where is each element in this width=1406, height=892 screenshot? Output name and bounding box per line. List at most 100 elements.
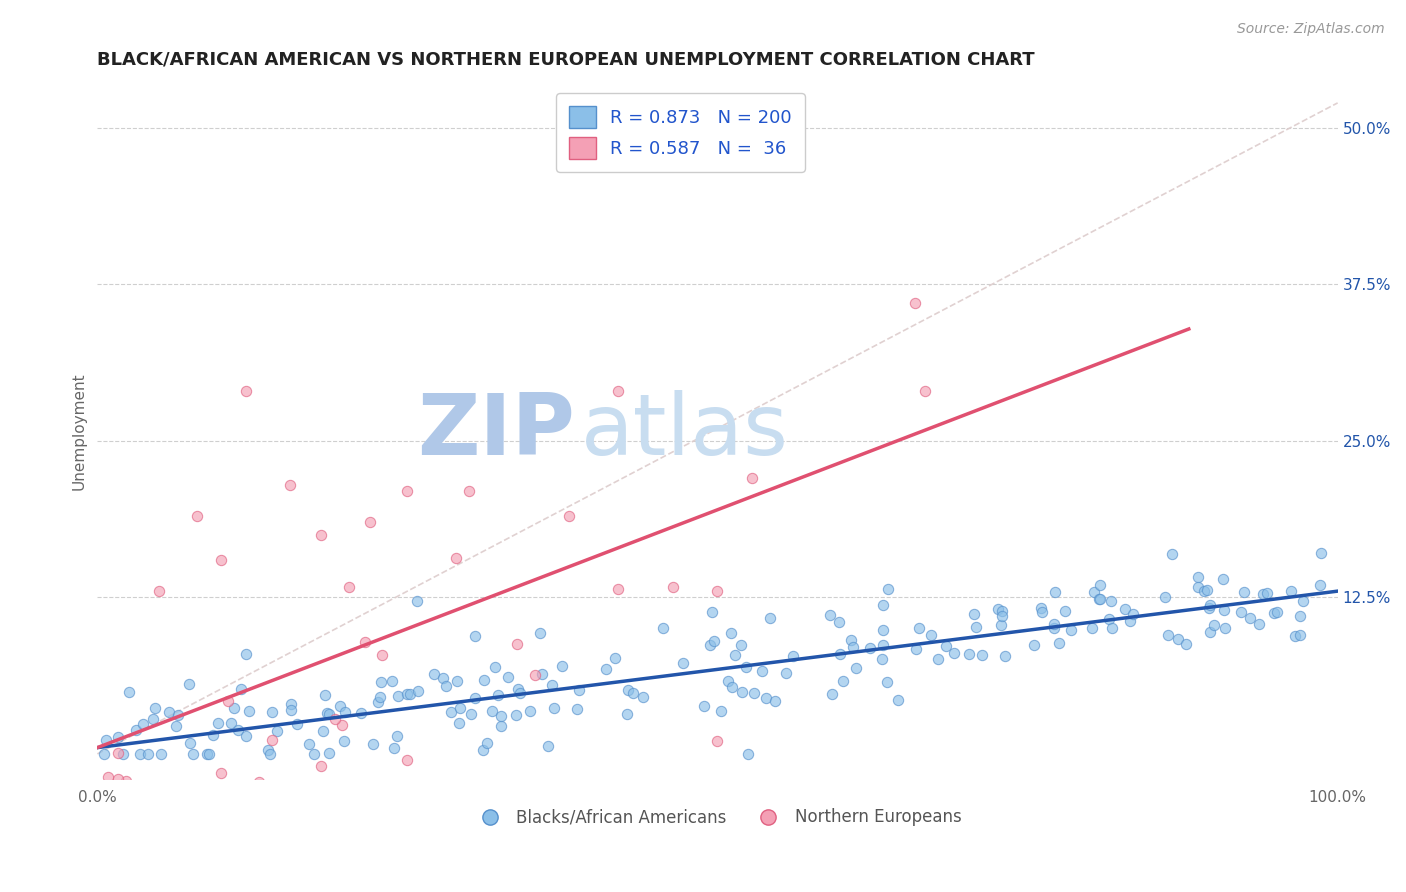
Point xyxy=(329,699,352,714)
Point xyxy=(1119,614,1142,628)
Point xyxy=(506,637,529,651)
Point xyxy=(285,717,308,731)
Point xyxy=(1310,545,1333,559)
Point xyxy=(730,638,752,652)
Point xyxy=(396,483,419,498)
Point xyxy=(226,723,249,737)
Point xyxy=(734,660,756,674)
Point xyxy=(111,747,134,761)
Point xyxy=(1024,638,1046,652)
Point xyxy=(472,743,495,757)
Point xyxy=(818,608,841,623)
Point xyxy=(1187,580,1209,594)
Point xyxy=(1098,612,1121,626)
Point xyxy=(1083,584,1105,599)
Point xyxy=(607,384,630,398)
Point xyxy=(859,641,882,656)
Point xyxy=(706,584,728,599)
Point xyxy=(280,697,302,711)
Point xyxy=(142,712,165,726)
Point xyxy=(247,775,270,789)
Point xyxy=(1249,616,1271,631)
Point xyxy=(432,671,454,685)
Point xyxy=(943,646,966,660)
Point xyxy=(167,707,190,722)
Point xyxy=(464,629,486,643)
Point xyxy=(157,705,180,719)
Point xyxy=(990,618,1012,632)
Point xyxy=(186,509,208,524)
Point xyxy=(387,729,409,743)
Point xyxy=(259,747,281,761)
Point xyxy=(107,730,129,744)
Point xyxy=(741,471,763,485)
Point xyxy=(229,682,252,697)
Point xyxy=(994,648,1017,663)
Point xyxy=(132,716,155,731)
Point xyxy=(505,707,527,722)
Point xyxy=(353,634,375,648)
Point xyxy=(486,688,509,702)
Point xyxy=(1154,590,1177,604)
Point xyxy=(1204,618,1226,632)
Point xyxy=(447,716,470,731)
Point xyxy=(440,705,463,719)
Point xyxy=(710,704,733,718)
Point xyxy=(209,553,232,567)
Point xyxy=(460,706,482,721)
Point xyxy=(870,652,893,666)
Point xyxy=(672,656,695,670)
Point xyxy=(150,747,173,761)
Point xyxy=(842,640,865,654)
Point xyxy=(309,528,332,542)
Point xyxy=(219,716,242,731)
Point xyxy=(519,704,541,718)
Point xyxy=(529,625,551,640)
Point xyxy=(693,698,716,713)
Point xyxy=(464,690,486,705)
Point xyxy=(309,759,332,773)
Point xyxy=(179,736,201,750)
Point xyxy=(1256,586,1278,600)
Point xyxy=(97,770,120,784)
Point xyxy=(720,625,742,640)
Point xyxy=(262,733,284,747)
Point xyxy=(1157,628,1180,642)
Point xyxy=(1101,621,1123,635)
Point xyxy=(845,661,868,675)
Point xyxy=(489,719,512,733)
Point xyxy=(1289,608,1312,623)
Point xyxy=(314,689,336,703)
Point xyxy=(904,641,927,656)
Point xyxy=(207,715,229,730)
Point xyxy=(1114,602,1136,616)
Point xyxy=(195,747,218,761)
Point xyxy=(759,611,782,625)
Point xyxy=(877,582,900,596)
Point xyxy=(1187,570,1209,584)
Point xyxy=(603,651,626,665)
Point xyxy=(595,663,617,677)
Point xyxy=(1213,621,1236,635)
Point xyxy=(991,609,1014,624)
Point xyxy=(530,667,553,681)
Point xyxy=(1263,606,1285,620)
Point xyxy=(333,734,356,748)
Point xyxy=(1197,583,1219,598)
Point xyxy=(607,582,630,596)
Point xyxy=(1081,621,1104,635)
Point xyxy=(368,690,391,704)
Point xyxy=(298,737,321,751)
Point xyxy=(1088,591,1111,606)
Point xyxy=(1279,583,1302,598)
Point xyxy=(782,649,804,664)
Point xyxy=(179,677,201,691)
Point xyxy=(332,718,354,732)
Point xyxy=(721,680,744,694)
Point xyxy=(107,772,129,787)
Point xyxy=(616,706,638,721)
Point xyxy=(107,746,129,760)
Point xyxy=(302,747,325,761)
Point xyxy=(876,675,898,690)
Point xyxy=(458,483,481,498)
